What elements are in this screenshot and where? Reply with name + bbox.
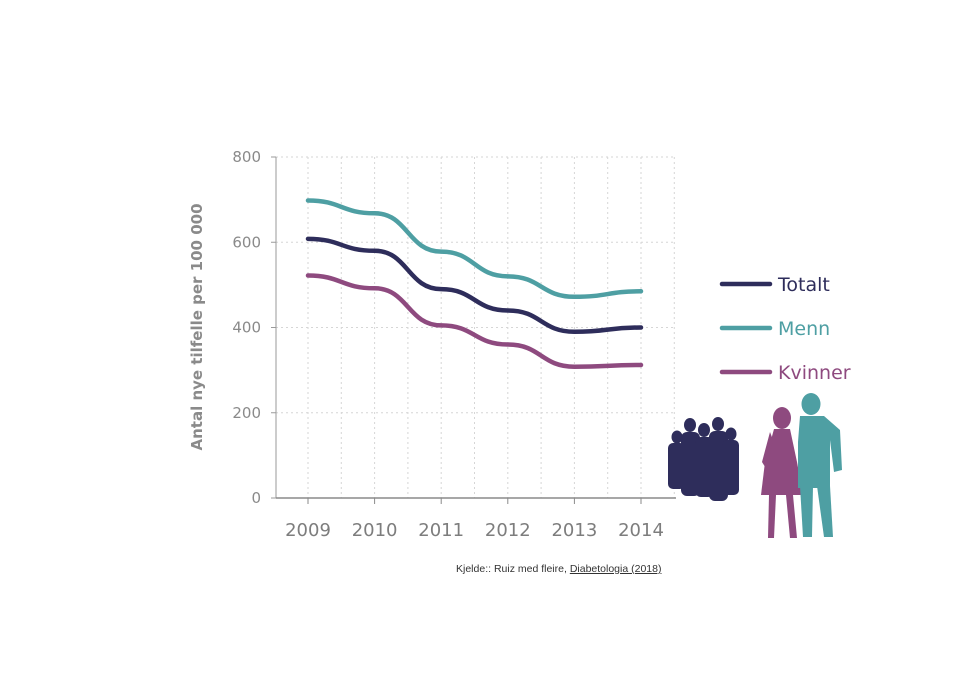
y-tick-label: 200: [232, 404, 261, 422]
x-tick-label: 2014: [618, 520, 664, 541]
chart-legend: Totalt Menn Kvinner: [719, 274, 851, 384]
y-axis-label: Antal nye tilfelle per 100 000: [188, 203, 206, 450]
woman-silhouette-icon: [761, 407, 803, 538]
y-tick-label: 600: [232, 233, 261, 251]
y-tick-label: 0: [251, 489, 261, 507]
man-silhouette-icon: [798, 393, 842, 537]
y-tick-labels: 0 200 400 600 800: [232, 148, 261, 507]
y-tick-label: 400: [232, 319, 261, 337]
x-tick-label: 2012: [485, 520, 531, 541]
source-link[interactable]: Diabetologia (2018): [569, 563, 662, 575]
chart-axes: [271, 156, 676, 504]
legend-label-menn: Menn: [778, 318, 830, 340]
x-tick-labels: 2009 2010 2011 2012 2013 2014: [285, 520, 664, 541]
source-citation: Kjelde:: Ruiz med fleire, Diabetologia (…: [456, 563, 661, 575]
legend-label-kvinner: Kvinner: [778, 362, 851, 384]
chart-series: [305, 198, 644, 369]
x-tick-label: 2013: [551, 520, 597, 541]
source-prefix: Kjelde:: Ruiz med fleire,: [456, 563, 570, 575]
y-tick-label: 800: [232, 148, 261, 166]
legend-label-totalt: Totalt: [777, 274, 830, 296]
x-tick-label: 2011: [418, 520, 464, 541]
series-line-menn: [305, 198, 644, 300]
series-line-totalt: [305, 236, 644, 335]
x-tick-label: 2009: [285, 520, 331, 541]
x-tick-label: 2010: [352, 520, 398, 541]
crowd-silhouette-icon: [668, 417, 739, 501]
series-line-kvinner: [305, 273, 644, 369]
